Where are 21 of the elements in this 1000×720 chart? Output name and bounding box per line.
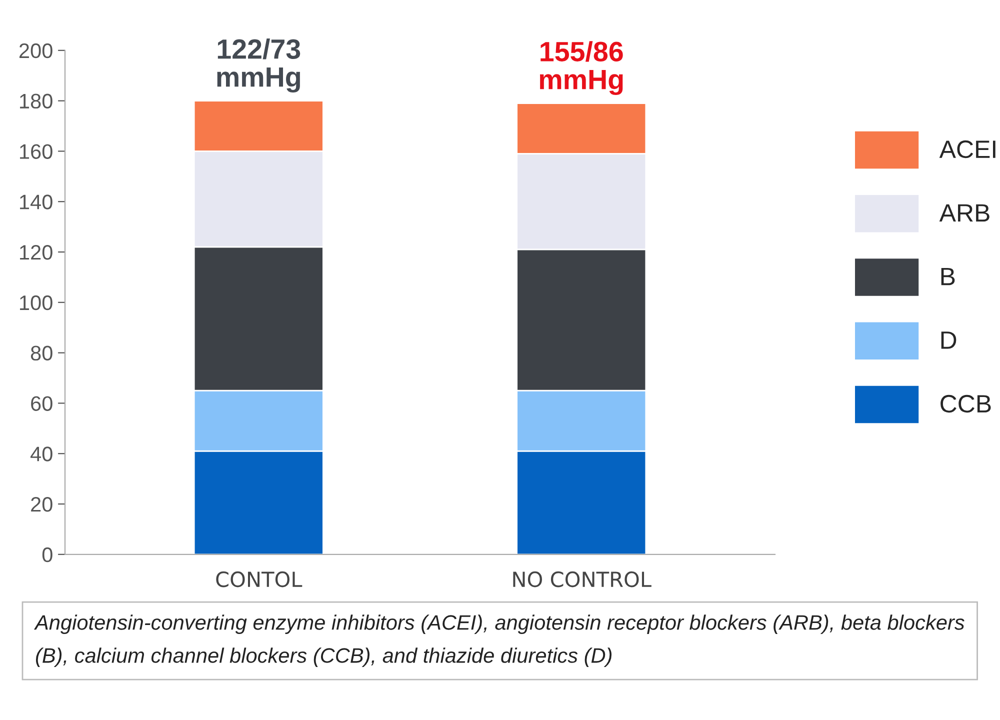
legend-label: D: [941, 332, 956, 349]
legend-label: B: [941, 268, 955, 286]
y-tick-label: 100: [20, 295, 52, 310]
y-tick-label: 140: [20, 194, 52, 210]
legend-label: ACEI: [939, 140, 996, 158]
y-tick-label: 0: [42, 547, 52, 562]
y-tick-label: 120: [20, 245, 52, 260]
y-tick-label: 80: [30, 346, 52, 361]
legend-label: CCB: [940, 394, 991, 413]
y-tick-label: 160: [20, 144, 52, 159]
x-tick-label: NO CONTROL: [513, 571, 652, 588]
x-tick-label: CONTOL: [216, 571, 302, 588]
legend-label: ARB: [939, 204, 990, 222]
y-tick-label: 200: [19, 43, 52, 58]
annotation: 122/73 mmHg: [217, 38, 300, 92]
y-tick-label: 40: [30, 446, 52, 462]
text: Angiotensin-converting enzyme inhibitors (ACEI), angiotensin receptor blockers (ARB), beta blockers (B), calcium channel blockers (CCB), and thiazide diuretics (D): [34, 614, 964, 668]
annotation: 155/86 mmHg: [540, 41, 623, 95]
y-tick-label: 60: [31, 396, 52, 411]
y-tick-label: 20: [31, 497, 52, 512]
y-tick-label: 180: [20, 94, 52, 109]
